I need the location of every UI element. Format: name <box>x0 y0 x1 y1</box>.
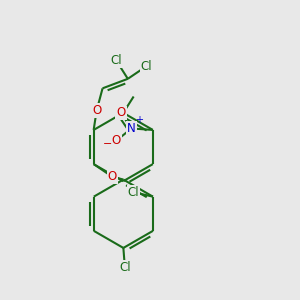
Text: O: O <box>116 106 126 119</box>
Text: N: N <box>127 122 136 135</box>
Text: −: − <box>103 139 112 149</box>
Text: Cl: Cl <box>111 55 122 68</box>
Text: Cl: Cl <box>140 60 152 73</box>
Text: +: + <box>135 115 143 125</box>
Text: O: O <box>111 134 121 147</box>
Text: O: O <box>107 170 117 183</box>
Text: Cl: Cl <box>128 186 140 199</box>
Text: O: O <box>92 104 101 117</box>
Text: Cl: Cl <box>119 261 131 274</box>
